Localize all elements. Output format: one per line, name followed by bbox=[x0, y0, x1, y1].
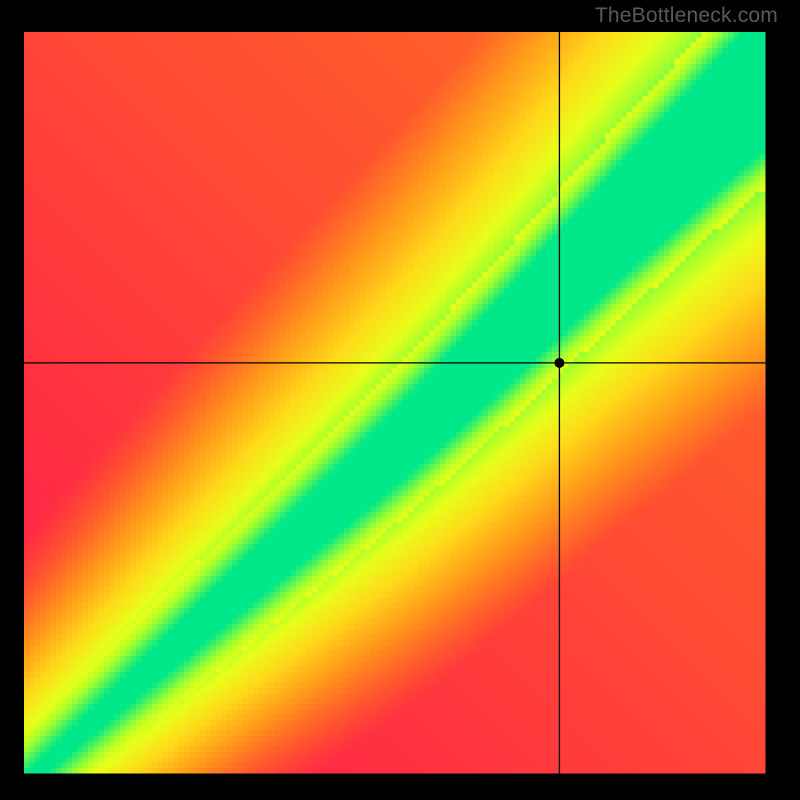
heatmap-canvas bbox=[24, 32, 776, 784]
watermark-text: TheBottleneck.com bbox=[595, 4, 778, 28]
heatmap-region bbox=[24, 32, 776, 784]
